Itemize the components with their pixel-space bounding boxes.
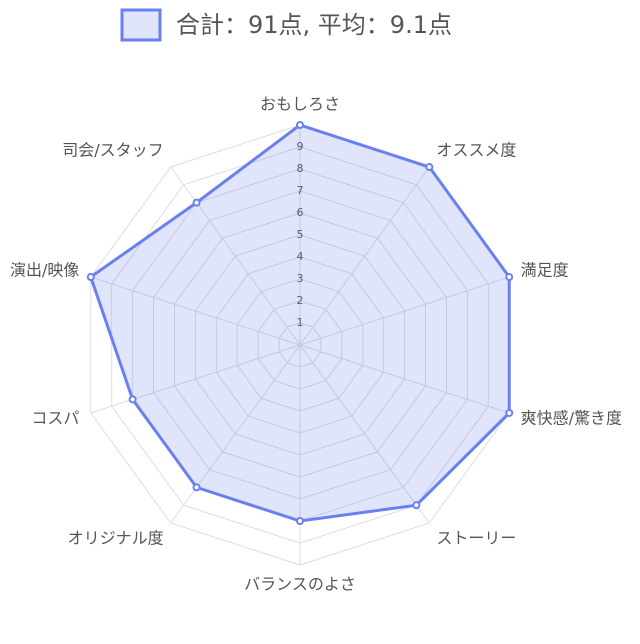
category-label: 司会/スタッフ — [62, 140, 163, 159]
legend-swatch[interactable] — [120, 8, 162, 42]
data-point — [296, 517, 304, 525]
spoke — [170, 166, 301, 346]
data-point — [505, 408, 514, 417]
data-point — [192, 483, 201, 492]
spoke — [90, 344, 301, 414]
data-point — [86, 273, 95, 282]
data-point — [192, 198, 201, 207]
category-label: 満足度 — [521, 260, 569, 279]
r-tick-label: 4 — [297, 250, 304, 263]
spoke — [90, 276, 301, 346]
data-point — [412, 501, 421, 510]
spoke — [170, 344, 301, 524]
category-label: 演出/映像 — [10, 260, 79, 279]
category-label: 爽快感/驚き度 — [521, 409, 622, 428]
category-label: おもしろさ — [260, 95, 340, 114]
category-label: ストーリー — [436, 529, 516, 548]
data-point — [425, 163, 434, 172]
legend-label[interactable]: 合計：91点, 平均：9.1点 — [176, 11, 452, 39]
category-label: オススメ度 — [436, 140, 516, 159]
category-label: オリジナル度 — [68, 529, 164, 548]
spoke — [299, 344, 510, 414]
r-tick-label: 9 — [297, 140, 304, 153]
r-tick-label: 7 — [297, 184, 304, 197]
r-tick-label: 8 — [297, 162, 304, 175]
r-tick-label: 2 — [297, 294, 304, 307]
data-point — [505, 273, 514, 282]
r-tick-label: 3 — [297, 272, 304, 285]
r-tick-label: 5 — [297, 228, 304, 241]
data-point — [296, 121, 304, 129]
radar-area — [88, 123, 511, 523]
r-tick-label: 6 — [297, 206, 304, 219]
category-label: コスパ — [31, 409, 79, 428]
spoke — [299, 344, 430, 524]
spoke — [299, 276, 510, 346]
r-tick-label: 1 — [297, 316, 304, 329]
spoke — [299, 166, 430, 346]
data-point — [128, 395, 137, 404]
category-label: バランスのよさ — [244, 575, 356, 594]
